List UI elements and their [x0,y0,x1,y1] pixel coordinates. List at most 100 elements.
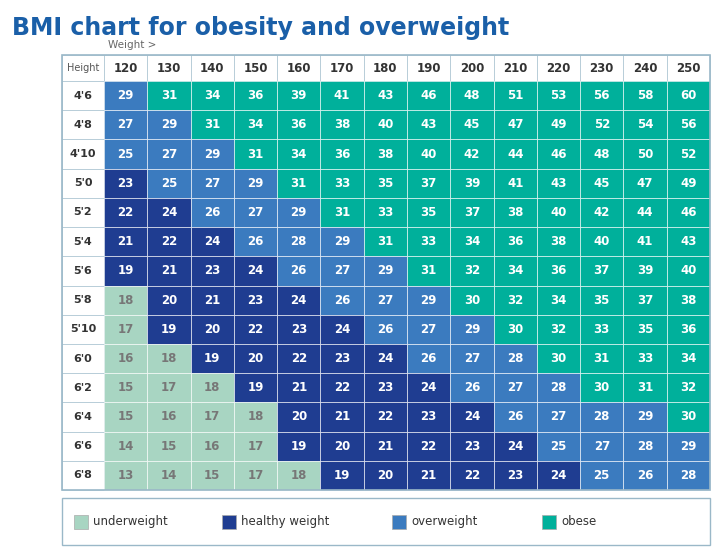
Bar [667,373,710,402]
Text: 49: 49 [550,119,567,131]
Text: 33: 33 [421,235,437,248]
Text: 53: 53 [550,89,567,102]
Bar [62,461,104,490]
Text: 30: 30 [680,410,696,424]
Text: 40: 40 [680,264,696,277]
Text: 23: 23 [118,177,134,190]
Bar [277,315,320,344]
Bar [537,81,580,110]
Text: 22: 22 [118,206,134,219]
Text: 27: 27 [507,381,523,394]
Bar [62,81,104,110]
Bar [537,344,580,373]
Bar [147,461,190,490]
Bar [537,373,580,402]
Text: 17: 17 [204,410,220,424]
Bar [277,227,320,256]
Text: healthy weight: healthy weight [241,515,330,528]
Bar [277,432,320,461]
Bar [623,139,667,169]
Bar [450,198,493,227]
Text: 17: 17 [118,323,134,336]
Bar [320,432,364,461]
Bar [537,169,580,198]
Text: 13: 13 [118,469,134,482]
Text: 6'2: 6'2 [73,383,93,393]
Text: 22: 22 [291,352,307,365]
Text: 46: 46 [421,89,437,102]
Bar [320,110,364,139]
Bar [62,110,104,139]
Text: 22: 22 [421,440,437,453]
Text: Height: Height [67,63,99,73]
Text: 31: 31 [377,235,393,248]
Text: 5'6: 5'6 [74,266,93,276]
Text: 28: 28 [637,440,653,453]
Text: 31: 31 [594,352,610,365]
Bar [234,55,277,81]
Bar [537,315,580,344]
Text: 36: 36 [247,89,264,102]
Bar [320,344,364,373]
Bar [450,256,493,286]
Text: 19: 19 [118,264,134,277]
Text: 31: 31 [291,177,307,190]
Bar [147,286,190,315]
Text: 170: 170 [330,61,354,74]
Text: 20: 20 [204,323,220,336]
Bar [450,139,493,169]
Bar [450,402,493,432]
Text: 20: 20 [248,352,264,365]
Text: 130: 130 [157,61,181,74]
Bar [234,110,277,139]
Text: 22: 22 [334,381,350,394]
Bar [407,373,450,402]
Text: 28: 28 [680,469,696,482]
Text: 32: 32 [680,381,696,394]
Text: 21: 21 [118,235,134,248]
Bar [450,344,493,373]
Bar [667,169,710,198]
Text: 43: 43 [550,177,567,190]
Text: 56: 56 [680,119,696,131]
Text: 22: 22 [377,410,393,424]
Text: 48: 48 [594,148,610,160]
Text: 51: 51 [507,89,523,102]
Bar [364,55,407,81]
Text: 24: 24 [421,381,437,394]
Bar [62,227,104,256]
Bar [580,198,623,227]
Text: 22: 22 [161,235,177,248]
Text: 42: 42 [464,148,480,160]
Bar [407,169,450,198]
Text: 15: 15 [204,469,220,482]
Bar [364,344,407,373]
Bar [190,286,234,315]
Bar [190,315,234,344]
Text: 31: 31 [637,381,653,394]
Bar [62,315,104,344]
Text: 18: 18 [161,352,177,365]
Text: 44: 44 [637,206,653,219]
Bar [74,514,88,528]
Text: 26: 26 [291,264,307,277]
Text: 31: 31 [204,119,220,131]
Text: 4'10: 4'10 [70,149,96,159]
Bar [104,344,147,373]
Text: 46: 46 [550,148,567,160]
Bar [147,402,190,432]
Bar [190,344,234,373]
Text: 41: 41 [334,89,350,102]
Bar [450,169,493,198]
Text: 29: 29 [204,148,220,160]
Bar [537,402,580,432]
Text: 6'6: 6'6 [73,441,93,451]
Text: 50: 50 [637,148,653,160]
Text: 31: 31 [161,89,177,102]
Bar [407,461,450,490]
Bar [407,227,450,256]
Text: 230: 230 [589,61,614,74]
Text: 23: 23 [204,264,220,277]
Bar [147,432,190,461]
Bar [493,373,537,402]
